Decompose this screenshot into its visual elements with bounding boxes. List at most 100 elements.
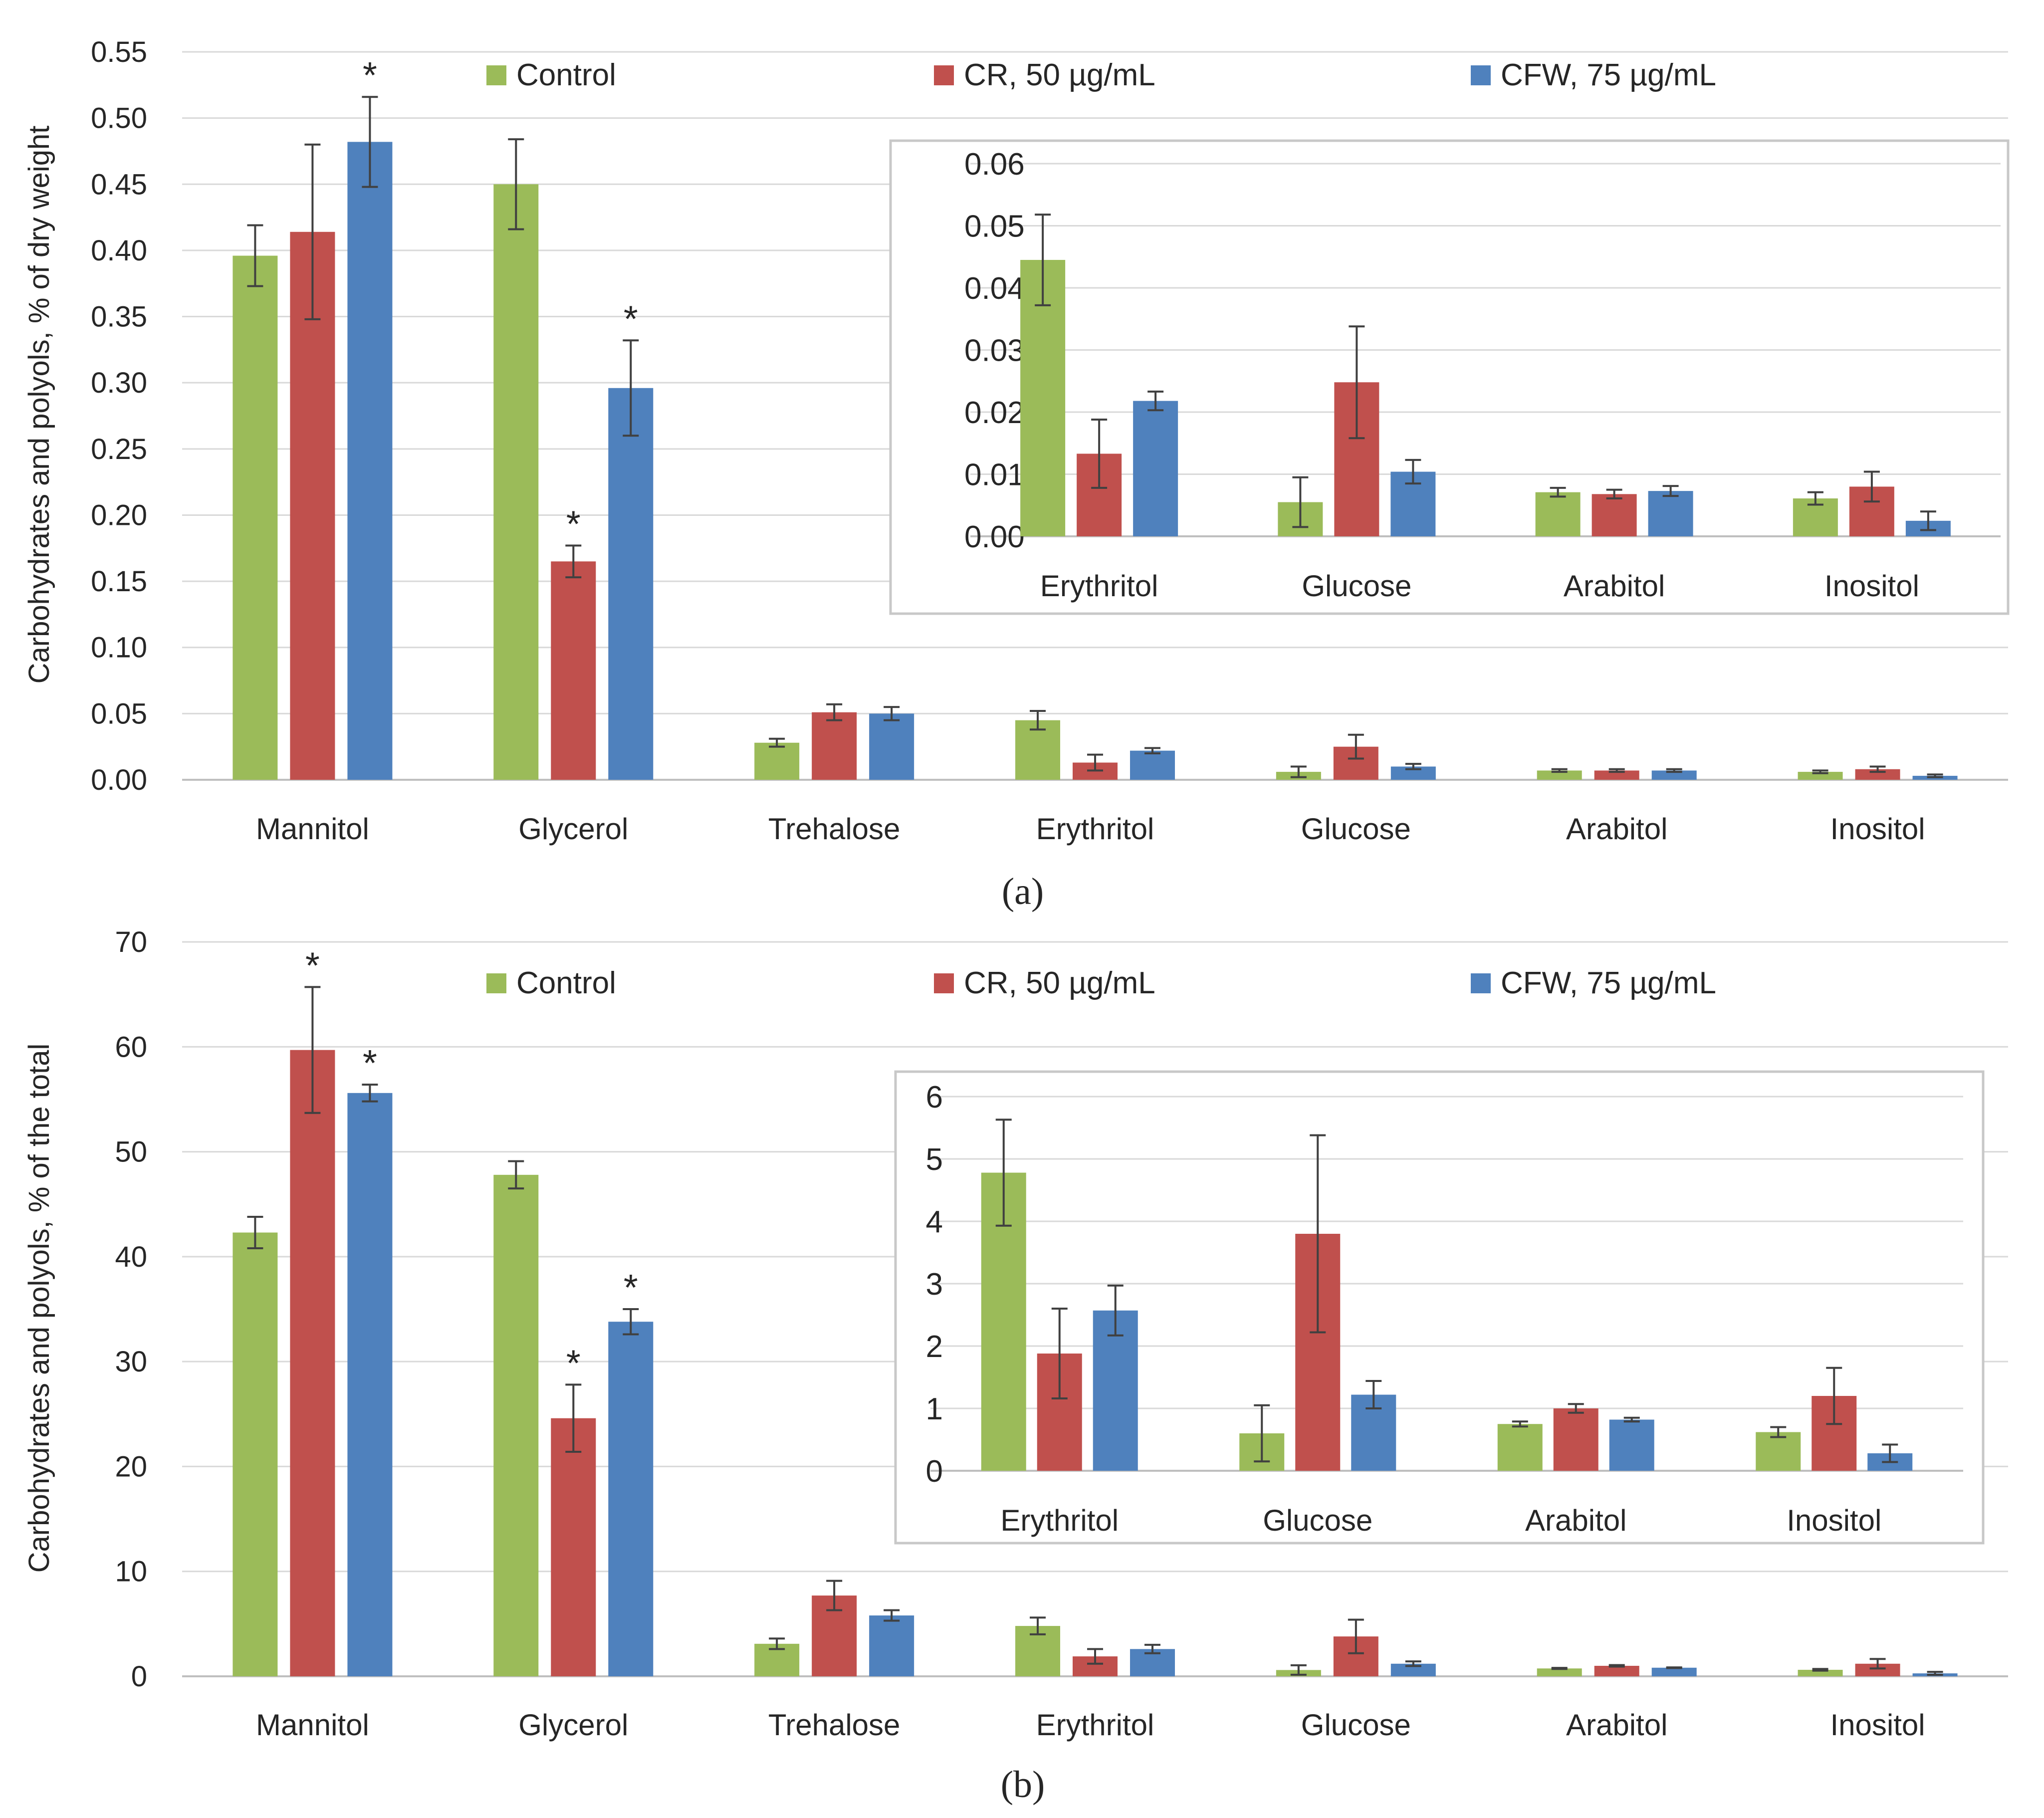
- y-tick-label: 0.25: [91, 433, 147, 465]
- bar: [1798, 772, 1843, 780]
- bar: [493, 1174, 539, 1676]
- y-tick-label: 0.15: [91, 565, 147, 598]
- inset-y-tick-label: 6: [926, 1080, 943, 1115]
- legend-label: CR, 50 µg/mL: [964, 966, 1155, 1000]
- inset-bar: [1553, 1408, 1598, 1471]
- y-tick-label: 60: [115, 1031, 147, 1063]
- panel-a-y-axis-label: Carbohydrates and polyols, % of dry weig…: [23, 126, 55, 684]
- x-tick-label: Arabitol: [1566, 812, 1667, 846]
- x-tick-label: Arabitol: [1566, 1708, 1667, 1742]
- y-tick-label: 0.00: [91, 764, 147, 796]
- legend-swatch: [934, 973, 954, 993]
- inset-x-tick-label: Glucose: [1263, 1504, 1372, 1537]
- legend-label: CFW, 75 µg/mL: [1501, 58, 1716, 92]
- bar: [754, 742, 800, 780]
- inset-y-tick-label: 0.00: [964, 520, 1025, 554]
- bar: [551, 561, 596, 780]
- panel-a-inset-chart: 0.00 0.01 0.02 0.03 0.04 0.05 0.06 Erythritol Gl…: [889, 139, 2010, 615]
- inset-x-tick-label: Erythritol: [1040, 569, 1158, 603]
- y-tick-label: 0: [131, 1660, 147, 1693]
- x-tick-label: Inositol: [1830, 1708, 1925, 1742]
- panel-a-bars: * * *: [232, 54, 1958, 780]
- inset-x-tick-label: Erythritol: [1000, 1504, 1119, 1537]
- inset-bar: [1591, 494, 1637, 536]
- bar: [1537, 1668, 1582, 1676]
- x-tick-label: Glycerol: [518, 1708, 628, 1742]
- legend-swatch: [934, 65, 954, 85]
- panel-a-legend: Control CR, 50 µg/mL CFW, 75 µg/mL: [486, 58, 1716, 92]
- chart-panel-a: * * * 0.00 0.05 0.10 0.15 0.20 0.25 0.30 0.35 0.40…: [23, 36, 2010, 912]
- y-tick-label: 0.40: [91, 234, 147, 267]
- inset-y-tick-label: 1: [926, 1392, 943, 1426]
- significance-star: *: [624, 298, 638, 339]
- panel-b-y-tick-labels: 0 10 20 30 40 50 60 70: [115, 926, 147, 1693]
- bar: [1798, 1669, 1843, 1676]
- bar: [1594, 770, 1639, 780]
- inset-bar: [1093, 1310, 1138, 1471]
- significance-star: *: [363, 1042, 377, 1084]
- panel-b-inset-chart: 0 1 2 3 4 5 6 Erythritol Glucose Arabitol Inositol: [894, 1070, 1985, 1545]
- bar: [290, 231, 335, 780]
- bar: [869, 1615, 914, 1676]
- x-tick-label: Mannitol: [256, 1708, 369, 1742]
- inset-bar: [1133, 401, 1178, 536]
- y-tick-label: 70: [115, 926, 147, 958]
- inset-x-tick-label: Arabitol: [1564, 569, 1665, 603]
- y-tick-label: 40: [115, 1241, 147, 1273]
- panel-b-caption: (b): [1001, 1764, 1045, 1806]
- inset-frame: [894, 1070, 1985, 1545]
- inset-y-tick-label: 0.04: [964, 271, 1025, 306]
- inset-y-tick-label: 2: [926, 1330, 943, 1364]
- legend-swatch: [1471, 973, 1491, 993]
- y-tick-label: 0.45: [91, 168, 147, 201]
- y-tick-label: 0.20: [91, 499, 147, 531]
- bar: [1651, 1667, 1697, 1676]
- panel-b-bars: * * * *: [232, 944, 1958, 1676]
- significance-star: *: [566, 1342, 581, 1383]
- panel-a-caption: (a): [1002, 871, 1044, 912]
- x-tick-label: Erythritol: [1036, 1708, 1154, 1742]
- bar: [290, 1050, 335, 1676]
- y-tick-label: 0.10: [91, 632, 147, 664]
- inset-bar: [1648, 491, 1693, 536]
- inset-y-tick-label: 0.03: [964, 334, 1025, 368]
- inset-y-tick-label: 3: [926, 1267, 943, 1302]
- x-tick-label: Trehalose: [768, 812, 901, 846]
- bar: [551, 1418, 596, 1676]
- panel-a-x-tick-labels: Mannitol Glycerol Trehalose Erythritol Gluco…: [256, 812, 1925, 846]
- bar: [493, 184, 539, 780]
- significance-star: *: [305, 944, 320, 986]
- y-tick-label: 0.05: [91, 697, 147, 730]
- bar: [812, 712, 857, 780]
- inset-x-tick-label: Inositol: [1787, 1504, 1881, 1537]
- significance-star: *: [624, 1267, 638, 1308]
- inset-y-tick-label: 0: [926, 1454, 943, 1489]
- bar: [1855, 769, 1900, 780]
- y-tick-label: 0.55: [91, 36, 147, 68]
- x-tick-label: Glucose: [1301, 1708, 1411, 1742]
- inset-y-tick-label: 4: [926, 1205, 943, 1239]
- legend-label: CR, 50 µg/mL: [964, 58, 1155, 92]
- inset-x-tick-label: Glucose: [1302, 569, 1411, 603]
- legend-swatch: [1471, 65, 1491, 85]
- significance-star: *: [363, 54, 377, 96]
- bar: [232, 255, 278, 780]
- inset-bar: [1609, 1419, 1654, 1471]
- bar: [232, 1232, 278, 1676]
- panel-b-x-tick-labels: Mannitol Glycerol Trehalose Erythritol Gluco…: [256, 1708, 1925, 1742]
- bar: [347, 1093, 393, 1676]
- bar: [1594, 1665, 1639, 1676]
- inset-x-tick-label: Arabitol: [1525, 1504, 1626, 1537]
- x-tick-label: Mannitol: [256, 812, 369, 846]
- bar: [347, 142, 393, 780]
- y-tick-label: 0.50: [91, 102, 147, 135]
- bar: [869, 713, 914, 780]
- inset-y-tick-label: 0.02: [964, 396, 1025, 430]
- x-tick-label: Erythritol: [1036, 812, 1154, 846]
- inset-bar: [1497, 1424, 1543, 1471]
- x-tick-label: Inositol: [1830, 812, 1925, 846]
- x-tick-label: Glucose: [1301, 812, 1411, 846]
- legend-label: Control: [516, 58, 616, 92]
- bar: [1651, 770, 1697, 780]
